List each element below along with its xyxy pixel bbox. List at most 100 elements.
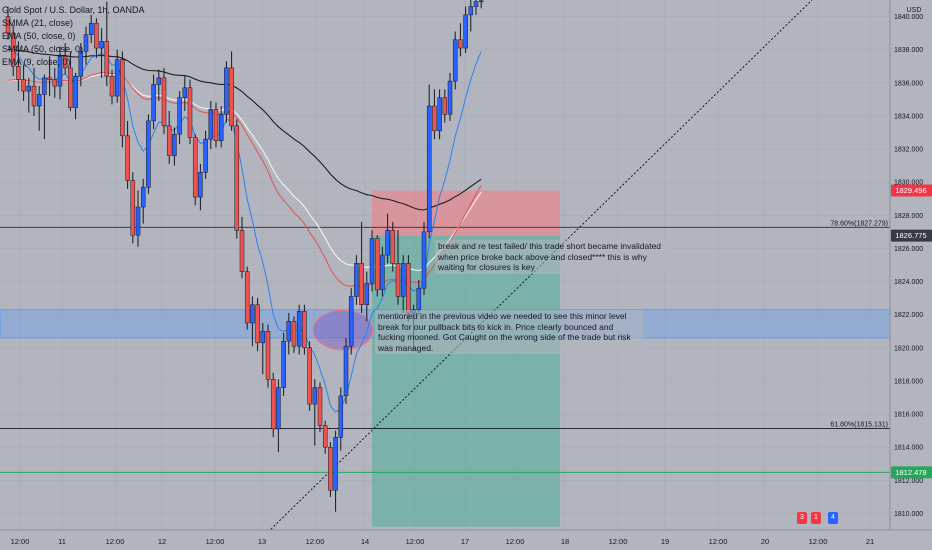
- candle-body-42[interactable]: [224, 67, 229, 115]
- candle-body-10[interactable]: [57, 56, 63, 87]
- candle-body-17[interactable]: [94, 22, 99, 49]
- candle-body-64[interactable]: [338, 395, 344, 438]
- time-axis[interactable]: 12:00 11 12:00 12 12:00 13 12:00 14 12:00 17 12:00…: [0, 529, 932, 550]
- candle-body-32[interactable]: [172, 133, 177, 156]
- price-badge-1[interactable]: [891, 229, 932, 242]
- candle-body-54[interactable]: [286, 321, 292, 342]
- candle-body-84[interactable]: [442, 97, 448, 115]
- symbol-title[interactable]: Gold Spot / U.S. Dollar, 1h, OANDA: [2, 5, 145, 15]
- candle-body-29[interactable]: [156, 77, 162, 85]
- candle-body-12[interactable]: [68, 67, 73, 108]
- candle-body-41[interactable]: [218, 114, 224, 142]
- candle-body-70[interactable]: [369, 238, 375, 284]
- candle-body-58[interactable]: [307, 347, 312, 405]
- candle-body-24[interactable]: [130, 180, 136, 236]
- candle-body-86[interactable]: [452, 39, 458, 82]
- event-badge-3[interactable]: 4: [828, 512, 838, 524]
- candle-body-79[interactable]: [416, 287, 422, 310]
- candle-body-35[interactable]: [187, 87, 193, 138]
- candle-body-53[interactable]: [281, 340, 286, 388]
- candle-body-82[interactable]: [432, 105, 437, 132]
- candle-body-76[interactable]: [400, 263, 406, 297]
- candle-body-11[interactable]: [62, 56, 68, 69]
- candle-body-0[interactable]: [5, 16, 11, 34]
- candle-body-66[interactable]: [348, 296, 354, 347]
- candle-body-67[interactable]: [354, 263, 359, 297]
- candle-body-87[interactable]: [458, 39, 463, 49]
- indicator-ema-9[interactable]: EMA (9, close, 0): [2, 57, 71, 67]
- indicator-smma-50[interactable]: SMMA (50, close, 0): [2, 44, 84, 54]
- candle-body-44[interactable]: [234, 125, 240, 231]
- candle-body-4[interactable]: [26, 85, 32, 92]
- candle-body-23[interactable]: [125, 135, 130, 181]
- candle-body-30[interactable]: [161, 77, 167, 127]
- candle-body-88[interactable]: [463, 14, 468, 49]
- candle-body-16[interactable]: [88, 22, 94, 36]
- candle-body-57[interactable]: [302, 311, 307, 349]
- candle-body-15[interactable]: [83, 34, 89, 52]
- candle-body-50[interactable]: [265, 331, 271, 380]
- candle-body-8[interactable]: [47, 77, 52, 80]
- candle-body-40[interactable]: [213, 109, 219, 142]
- candle-body-5[interactable]: [31, 85, 37, 107]
- price-badge-0[interactable]: [891, 184, 932, 197]
- candle-body-71[interactable]: [374, 238, 380, 291]
- candles[interactable]: [5, 0, 484, 512]
- candle-body-26[interactable]: [140, 186, 146, 208]
- candle-body-38[interactable]: [203, 138, 208, 173]
- candle-body-52[interactable]: [276, 387, 281, 430]
- candle-body-74[interactable]: [390, 229, 396, 264]
- candle-body-25[interactable]: [135, 206, 141, 236]
- price-badge-2[interactable]: [891, 466, 932, 479]
- candle-body-48[interactable]: [255, 304, 260, 344]
- candle-body-21[interactable]: [114, 59, 120, 97]
- candle-body-20[interactable]: [109, 75, 115, 97]
- candle-body-7[interactable]: [42, 77, 47, 95]
- candle-body-22[interactable]: [120, 59, 125, 137]
- candle-body-45[interactable]: [239, 229, 245, 272]
- candle-body-69[interactable]: [364, 282, 370, 305]
- candle-body-51[interactable]: [270, 379, 276, 430]
- candle-body-37[interactable]: [198, 172, 203, 198]
- candle-body-6[interactable]: [36, 94, 42, 107]
- candle-body-39[interactable]: [208, 109, 214, 140]
- candle-body-56[interactable]: [296, 311, 302, 347]
- candle-body-77[interactable]: [406, 263, 411, 314]
- candle-body-36[interactable]: [192, 137, 198, 198]
- candle-body-55[interactable]: [291, 321, 297, 347]
- candle-body-47[interactable]: [250, 304, 255, 324]
- candle-body-3[interactable]: [21, 79, 26, 92]
- candle-body-59[interactable]: [312, 387, 318, 405]
- candle-body-85[interactable]: [447, 80, 453, 115]
- candle-body-43[interactable]: [229, 67, 234, 127]
- candle-body-72[interactable]: [380, 254, 385, 291]
- candle-body-34[interactable]: [182, 87, 188, 98]
- candle-body-62[interactable]: [328, 446, 333, 491]
- candle-body-91[interactable]: [478, 0, 484, 3]
- indicator-ema-50[interactable]: EMA (50, close, 0): [2, 31, 76, 41]
- candle-body-19[interactable]: [104, 41, 110, 77]
- candle-body-80[interactable]: [421, 231, 427, 289]
- candle-body-1[interactable]: [10, 32, 16, 67]
- candle-body-73[interactable]: [385, 229, 390, 256]
- candle-body-83[interactable]: [437, 97, 442, 132]
- candle-body-28[interactable]: [151, 84, 156, 122]
- candle-body-46[interactable]: [244, 271, 250, 324]
- annotation-previous-video[interactable]: mentioned in the previous video we neede…: [375, 310, 643, 354]
- candle-body-49[interactable]: [260, 331, 266, 344]
- candle-body-27[interactable]: [146, 120, 151, 188]
- indicator-smma-21[interactable]: SMMA (21, close): [2, 18, 74, 28]
- candle-body-75[interactable]: [395, 263, 401, 297]
- candle-body-2[interactable]: [16, 66, 21, 80]
- candle-body-14[interactable]: [78, 51, 84, 77]
- candle-body-31[interactable]: [166, 125, 172, 156]
- candle-body-60[interactable]: [317, 387, 323, 426]
- event-badge-2[interactable]: 1: [811, 512, 821, 524]
- candle-body-63[interactable]: [333, 437, 338, 491]
- candle-body-90[interactable]: [473, 1, 479, 7]
- candle-body-61[interactable]: [322, 425, 328, 448]
- candle-body-33[interactable]: [177, 97, 182, 135]
- candle-body-89[interactable]: [468, 6, 474, 16]
